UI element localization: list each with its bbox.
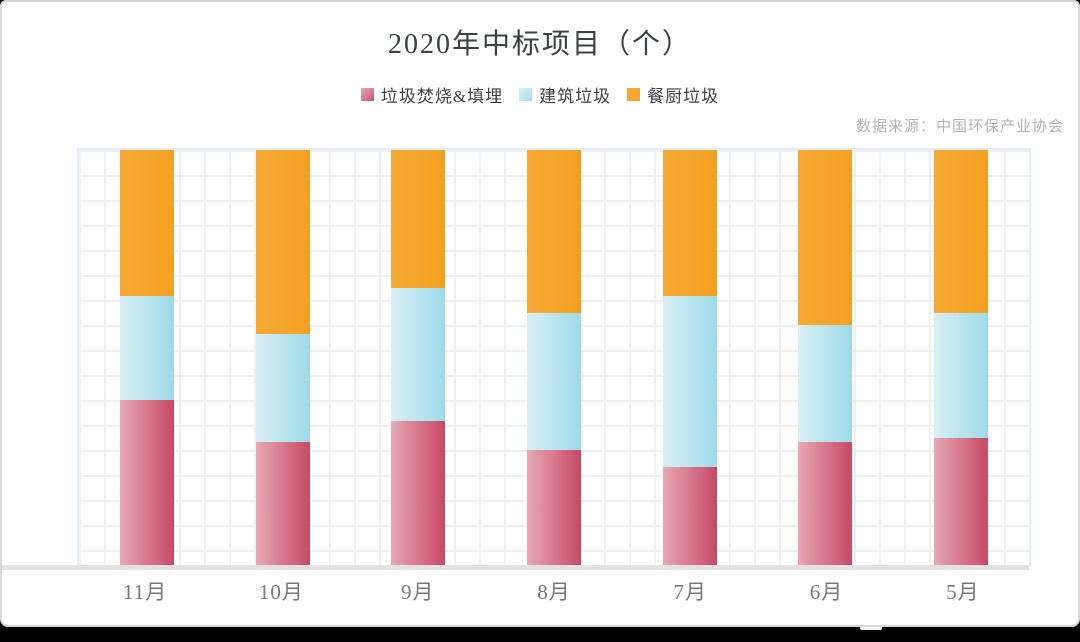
bar-segment xyxy=(934,150,989,313)
bar-segment xyxy=(798,150,853,326)
bar-segment xyxy=(527,312,582,451)
bar-segment xyxy=(662,295,717,467)
legend-item: 餐厨垃圾 xyxy=(627,82,719,107)
stacked-bar xyxy=(934,150,989,567)
bar-segment xyxy=(119,150,174,296)
bar-column xyxy=(486,150,622,567)
bar-segment xyxy=(255,150,310,334)
plot-area xyxy=(77,148,1031,567)
x-axis-label: 5月 xyxy=(946,580,980,604)
bar-column xyxy=(758,150,894,567)
x-axis-label: 11月 xyxy=(123,580,168,604)
x-axis-labels: 11月 10月 9月 8月 7月 6月 5月 xyxy=(77,576,1031,606)
chart-title: 2020年中标项目（个） xyxy=(387,29,692,60)
bar-segment xyxy=(934,437,989,567)
x-axis-label: 9月 xyxy=(400,580,435,604)
x-axis-label: 10月 xyxy=(258,580,304,604)
bar-segment xyxy=(391,150,446,288)
legend-item: 建筑垃圾 xyxy=(519,82,611,107)
x-axis-label: 6月 xyxy=(809,580,844,604)
bar-segment xyxy=(391,287,446,422)
bar-segment xyxy=(798,325,853,442)
bar-column xyxy=(350,150,486,567)
legend-label: 垃圾焚烧&填埋 xyxy=(380,87,504,106)
window-bottom-bar xyxy=(0,627,1080,642)
bar-column xyxy=(622,150,758,567)
bar-segment xyxy=(391,421,446,567)
bar-segment xyxy=(119,295,174,401)
chart-legend: 垃圾焚烧&填埋 建筑垃圾 餐厨垃圾 xyxy=(2,82,1078,107)
stacked-bar xyxy=(798,150,853,567)
bar-segment xyxy=(934,312,989,438)
legend-swatch-icon xyxy=(627,88,641,101)
stacked-bar xyxy=(662,150,717,567)
data-source-note: 数据来源：中国环保产业协会 xyxy=(855,119,1064,135)
stacked-bar xyxy=(391,150,446,567)
bar-segment xyxy=(662,466,717,567)
stacked-bar xyxy=(255,150,310,567)
legend-swatch-icon xyxy=(360,88,374,101)
stacked-bar xyxy=(119,150,174,567)
bar-column xyxy=(79,150,215,567)
legend-item: 垃圾焚烧&填埋 xyxy=(360,82,504,107)
legend-label: 建筑垃圾 xyxy=(539,87,612,106)
x-axis-label: 7月 xyxy=(673,580,708,604)
bottom-bar-notch xyxy=(860,627,882,630)
x-axis-line xyxy=(2,565,1029,570)
legend-swatch-icon xyxy=(519,88,533,101)
bar-segment xyxy=(798,441,853,567)
bar-column xyxy=(893,150,1029,567)
stacked-bar xyxy=(527,150,582,567)
x-axis-label: 8月 xyxy=(537,580,571,604)
bar-segment xyxy=(119,400,174,567)
bar-segment xyxy=(255,333,310,442)
chart-card: 2020年中标项目（个） 垃圾焚烧&填埋 建筑垃圾 餐厨垃圾 数据来源：中国环保产业… xyxy=(0,0,1080,627)
bar-segment xyxy=(527,450,582,567)
bar-segment xyxy=(662,150,717,296)
bar-segment xyxy=(527,150,582,313)
bar-segment xyxy=(255,441,310,567)
bar-column xyxy=(215,150,351,567)
legend-label: 餐厨垃圾 xyxy=(647,87,720,106)
